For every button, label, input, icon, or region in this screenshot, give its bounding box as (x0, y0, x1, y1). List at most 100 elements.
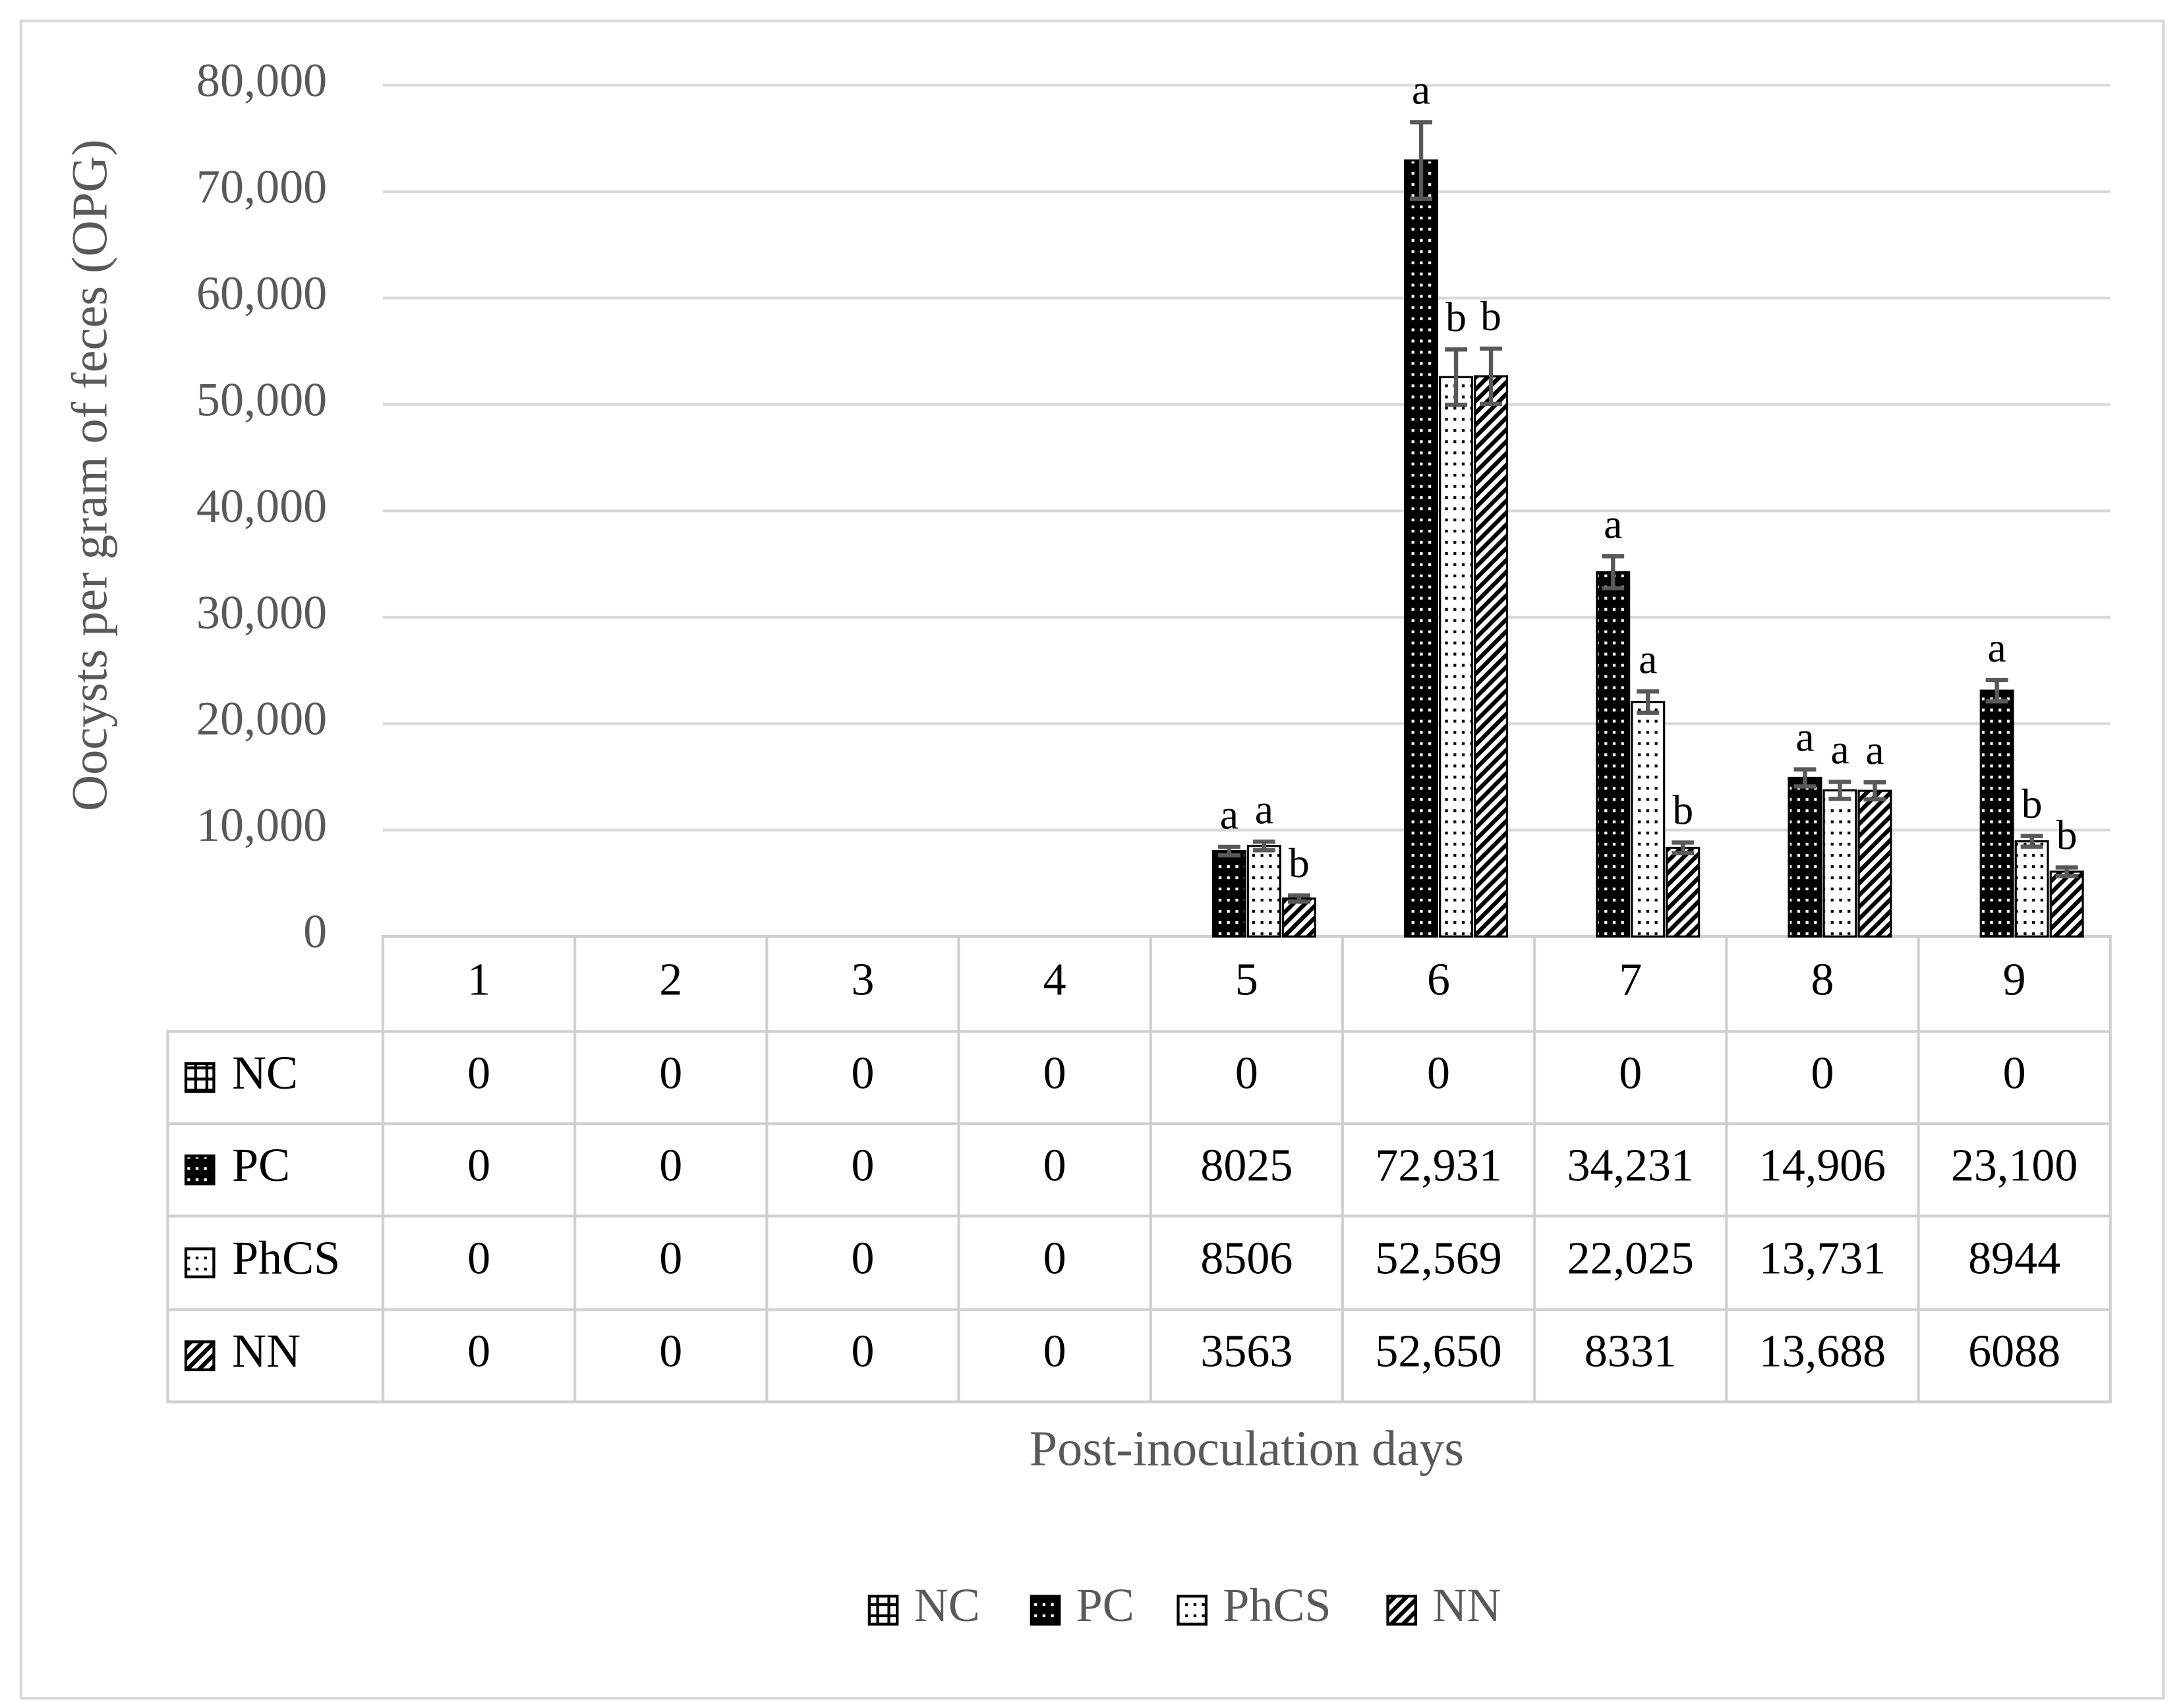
y-tick-label: 80,000 (196, 54, 327, 107)
legend-label: PC (1076, 1579, 1134, 1632)
significance-letter: a (1639, 636, 1657, 683)
error-bar (1480, 346, 1503, 407)
table-value: 0 (1043, 1140, 1066, 1191)
error-bar (2020, 834, 2043, 849)
legend-key (867, 1595, 899, 1626)
x-tick-label: 8 (1811, 954, 1834, 1005)
error-bar (1287, 893, 1310, 904)
error-bar (1828, 780, 1851, 801)
table-legend-label: NN (232, 1324, 301, 1377)
table-value: 13,688 (1759, 1326, 1886, 1377)
table-value: 0 (467, 1233, 490, 1284)
legend-key (1030, 1595, 1061, 1626)
bar (1281, 897, 1316, 938)
error-bar (2055, 865, 2078, 878)
table-legend-key (184, 1062, 216, 1093)
table-value: 0 (467, 1140, 490, 1191)
table-legend-key (184, 1340, 216, 1371)
table-value: 52,650 (1375, 1326, 1501, 1377)
bar (1631, 700, 1666, 938)
x-tick-label: 9 (2003, 954, 2026, 1005)
table-value: 0 (1043, 1326, 1066, 1377)
error-bar (1637, 689, 1660, 715)
table-value: 22,025 (1567, 1233, 1694, 1284)
table-value: 0 (1427, 1048, 1450, 1098)
table-value: 3563 (1200, 1326, 1293, 1377)
legend-label: NC (914, 1579, 980, 1632)
bar (1596, 571, 1631, 938)
table-value: 6088 (1968, 1326, 2060, 1377)
significance-letter: a (1988, 624, 2006, 671)
table-legend-label: NC (232, 1046, 298, 1099)
table-value: 0 (1043, 1233, 1066, 1284)
bar (1822, 789, 1857, 938)
error-bar (1602, 554, 1625, 590)
table-value: 0 (851, 1233, 874, 1284)
significance-letter: b (1289, 840, 1310, 886)
table-value: 0 (1043, 1048, 1066, 1098)
significance-letter: a (1220, 791, 1238, 838)
table-value: 0 (659, 1048, 682, 1098)
significance-letter: a (1255, 786, 1273, 833)
table-value: 0 (1235, 1048, 1258, 1098)
table-value: 0 (659, 1326, 682, 1377)
error-bar (1985, 677, 2008, 704)
bar (1439, 376, 1474, 938)
significance-letter: b (1445, 293, 1467, 340)
bar (1246, 845, 1281, 938)
table-value: 23,100 (1951, 1140, 2078, 1191)
significance-letter: b (1480, 293, 1501, 339)
table-legend-key (184, 1247, 216, 1278)
table-value: 14,906 (1759, 1140, 1886, 1191)
table-value: 0 (659, 1233, 682, 1284)
table-value: 0 (851, 1048, 874, 1098)
table-value: 13,731 (1759, 1233, 1886, 1284)
table-value: 34,231 (1567, 1140, 1694, 1191)
significance-letter: b (2022, 780, 2043, 827)
table-value: 0 (467, 1326, 490, 1377)
x-axis-label: Post-inoculation days (1030, 1420, 1464, 1476)
table-value: 0 (1811, 1048, 1834, 1098)
significance-letter: b (2056, 812, 2078, 859)
error-bar (1672, 840, 1695, 855)
bar (1404, 159, 1439, 938)
table-value: 0 (2003, 1048, 2026, 1098)
legend-key (1386, 1595, 1418, 1626)
bar (2049, 870, 2084, 938)
table-legend-label: PhCS (232, 1232, 340, 1284)
y-axis-label: Oocysts per gram of feces (OPG) (62, 139, 118, 811)
x-tick-label: 2 (659, 954, 682, 1005)
table-value: 0 (851, 1326, 874, 1377)
table-value: 8025 (1200, 1140, 1293, 1191)
significance-letter: a (1412, 67, 1430, 113)
legend-key (1177, 1595, 1208, 1626)
y-tick-label: 70,000 (196, 160, 327, 213)
error-bar (1252, 840, 1275, 853)
legend-label: NN (1432, 1579, 1501, 1632)
significance-letter: a (1795, 714, 1814, 760)
significance-letter: b (1672, 787, 1693, 834)
y-tick-label: 50,000 (196, 373, 327, 426)
y-tick-label: 10,000 (196, 799, 327, 851)
error-bar (1217, 844, 1240, 858)
table-value: 8331 (1585, 1326, 1677, 1377)
x-tick-label: 1 (467, 954, 490, 1005)
x-tick-label: 6 (1427, 954, 1450, 1005)
bar (1979, 689, 2014, 938)
bar (1666, 847, 1701, 938)
error-bar (1863, 780, 1886, 802)
error-bar (1445, 347, 1468, 407)
bar (1788, 776, 1822, 938)
table-value: 0 (467, 1048, 490, 1098)
legend-label: PhCS (1223, 1579, 1331, 1632)
y-tick-label: 60,000 (196, 267, 327, 320)
x-tick-label: 3 (851, 954, 874, 1005)
bar (1211, 849, 1246, 938)
y-tick-label: 40,000 (196, 480, 327, 532)
bar (1474, 375, 1509, 938)
table-value: 52,569 (1375, 1233, 1501, 1284)
significance-letter: a (1604, 500, 1622, 547)
x-tick-label: 7 (1619, 954, 1642, 1005)
